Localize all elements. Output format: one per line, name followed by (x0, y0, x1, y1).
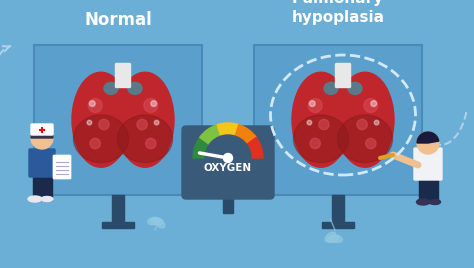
Circle shape (88, 99, 102, 113)
Wedge shape (235, 125, 256, 144)
Bar (332, 195, 344, 223)
FancyBboxPatch shape (31, 124, 53, 135)
Circle shape (151, 101, 156, 106)
FancyBboxPatch shape (29, 149, 55, 177)
Ellipse shape (104, 82, 118, 94)
Ellipse shape (73, 115, 128, 162)
Circle shape (146, 138, 156, 149)
Ellipse shape (151, 217, 163, 225)
Ellipse shape (154, 218, 165, 228)
Bar (322, 222, 354, 228)
Ellipse shape (330, 235, 343, 243)
Circle shape (364, 99, 378, 113)
Circle shape (87, 120, 92, 125)
Circle shape (137, 119, 147, 130)
Circle shape (31, 127, 53, 149)
Ellipse shape (292, 72, 350, 167)
Circle shape (310, 138, 320, 149)
Ellipse shape (348, 82, 362, 94)
Wedge shape (31, 127, 53, 138)
Circle shape (90, 101, 95, 106)
Bar (112, 195, 124, 223)
Circle shape (365, 138, 376, 149)
FancyBboxPatch shape (116, 64, 130, 87)
Circle shape (224, 154, 233, 162)
Ellipse shape (337, 115, 392, 162)
Circle shape (90, 138, 100, 149)
Ellipse shape (28, 196, 42, 202)
Bar (33, 175, 42, 200)
Circle shape (99, 119, 109, 130)
Text: OXYGEN: OXYGEN (204, 163, 252, 173)
Bar (223, 193, 233, 213)
Ellipse shape (336, 72, 394, 167)
Text: Normal: Normal (84, 11, 152, 29)
FancyBboxPatch shape (53, 155, 71, 179)
Bar (43, 175, 52, 200)
Circle shape (308, 99, 322, 113)
Ellipse shape (72, 72, 130, 167)
Ellipse shape (128, 82, 142, 94)
Wedge shape (205, 135, 251, 158)
Circle shape (371, 101, 377, 106)
Wedge shape (193, 137, 210, 158)
FancyBboxPatch shape (182, 126, 274, 199)
Wedge shape (246, 137, 263, 158)
Circle shape (307, 120, 312, 125)
Ellipse shape (429, 199, 440, 204)
Ellipse shape (147, 217, 160, 225)
Circle shape (374, 120, 379, 125)
Ellipse shape (327, 235, 339, 243)
Bar (419, 178, 428, 203)
Bar (48, 164, 62, 172)
FancyBboxPatch shape (414, 148, 442, 180)
Circle shape (144, 99, 158, 113)
Circle shape (154, 120, 159, 125)
Ellipse shape (325, 232, 336, 242)
Ellipse shape (118, 115, 173, 162)
Wedge shape (200, 125, 221, 144)
Wedge shape (417, 132, 439, 143)
Ellipse shape (41, 196, 53, 202)
Bar (102, 222, 134, 228)
FancyBboxPatch shape (336, 64, 350, 87)
Ellipse shape (417, 199, 429, 205)
Text: Pulmonary
hypoplasia: Pulmonary hypoplasia (292, 0, 384, 25)
Bar (429, 178, 438, 203)
Circle shape (310, 101, 315, 106)
Circle shape (417, 132, 439, 154)
Circle shape (319, 119, 329, 130)
FancyBboxPatch shape (254, 45, 422, 195)
Ellipse shape (324, 82, 338, 94)
Wedge shape (217, 123, 239, 136)
Ellipse shape (116, 72, 174, 167)
FancyBboxPatch shape (34, 45, 202, 195)
Ellipse shape (293, 115, 348, 162)
Circle shape (357, 119, 367, 130)
